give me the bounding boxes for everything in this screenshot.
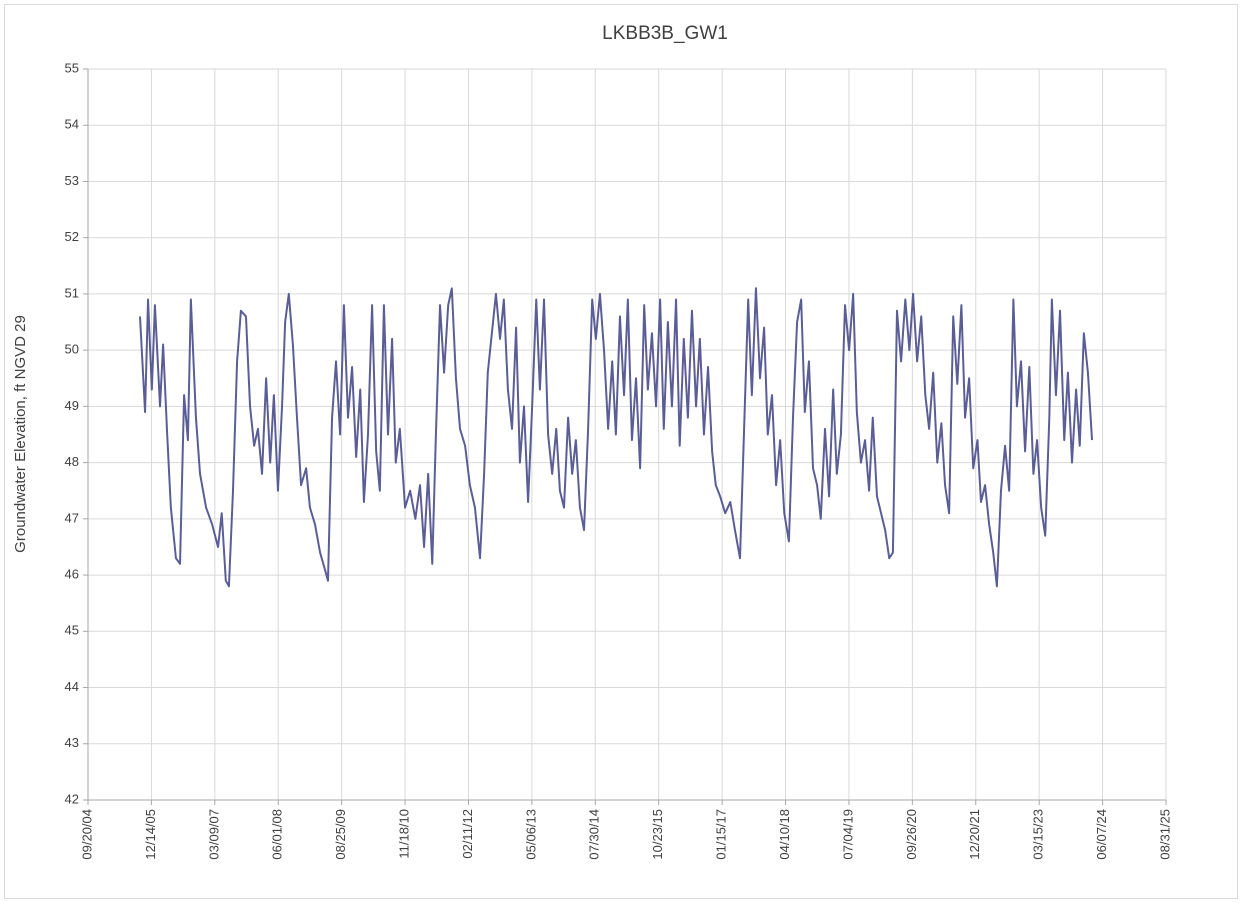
x-tick-label: 07/04/19 — [840, 809, 855, 860]
x-tick-label: 07/30/14 — [587, 809, 602, 860]
x-tick-label: 03/15/23 — [1031, 809, 1046, 860]
y-tick-label: 49 — [65, 398, 79, 413]
y-tick-label: 51 — [65, 285, 79, 300]
x-tick-label: 06/07/24 — [1094, 809, 1109, 860]
x-tick-label: 03/09/07 — [206, 809, 221, 860]
x-tick-label: 02/11/12 — [460, 809, 475, 859]
x-tick-label: 10/23/15 — [650, 809, 665, 860]
x-tick-label: 04/10/18 — [777, 809, 792, 860]
x-tick-label: 09/26/20 — [904, 809, 919, 860]
y-tick-label: 44 — [65, 679, 79, 694]
data-line — [139, 287, 1094, 588]
chart-border — [4, 4, 1238, 899]
y-tick-label: 55 — [65, 60, 79, 75]
x-tick-label: 01/15/17 — [714, 809, 729, 860]
x-tick-label: 12/20/21 — [967, 809, 982, 860]
y-tick-label: 45 — [65, 623, 79, 638]
x-tick-label: 08/25/09 — [333, 809, 348, 860]
x-tick-label: 11/18/10 — [396, 809, 411, 859]
y-axis-title: Groundwater Elevation, ft NGVD 29 — [12, 315, 29, 553]
y-tick-label: 53 — [65, 173, 79, 188]
y-tick-label: 54 — [65, 117, 79, 132]
x-tick-label: 06/01/08 — [270, 809, 285, 860]
y-tick-label: 43 — [65, 735, 79, 750]
y-tick-label: 46 — [65, 567, 79, 582]
x-tick-label: 08/31/25 — [1157, 809, 1172, 860]
x-tick-label: 09/20/04 — [79, 809, 94, 860]
x-tick-label: 05/06/13 — [523, 809, 538, 860]
y-tick-label: 48 — [65, 454, 79, 469]
y-tick-label: 47 — [65, 510, 79, 525]
x-tick-label: 12/14/05 — [143, 809, 158, 860]
y-tick-label: 52 — [65, 229, 79, 244]
y-tick-label: 42 — [65, 791, 79, 806]
chart-title: LKBB3B_GW1 — [602, 23, 728, 44]
y-tick-label: 50 — [65, 342, 79, 357]
